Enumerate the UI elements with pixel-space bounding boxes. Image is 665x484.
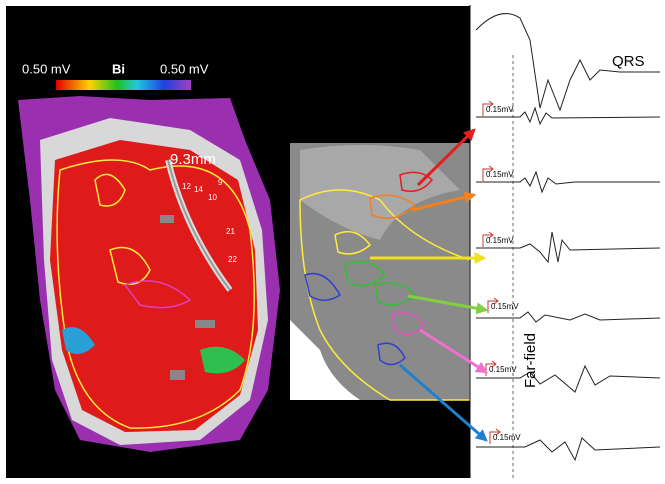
point-label: 10 bbox=[208, 193, 217, 202]
scale-label: 0.15mV bbox=[489, 365, 517, 374]
point-label: 22 bbox=[228, 255, 237, 264]
scale-label: 0.15mV bbox=[486, 236, 514, 245]
colorbar-max-label: 0.50 mV bbox=[160, 61, 209, 76]
scale-label: 0.15mV bbox=[486, 170, 514, 179]
colorbar-gradient bbox=[56, 80, 191, 90]
qrs-label: QRS bbox=[612, 53, 645, 70]
figure: 0.50 mV Bi 0.50 mV 9.3mm 12 14 9 10 21 2… bbox=[0, 0, 665, 484]
scale-label: 0.15mV bbox=[493, 433, 521, 442]
point-label: 14 bbox=[194, 185, 203, 194]
scale-label: 0.15mV bbox=[486, 105, 514, 114]
point-label: 21 bbox=[226, 227, 235, 236]
colorbar-title: Bi bbox=[112, 61, 125, 76]
trace-panel: QRS Far-field 0.15mV 0.15mV 0.15mV 0.15mV 0.… bbox=[470, 5, 660, 478]
point-label: 12 bbox=[182, 182, 191, 191]
inset-map bbox=[290, 143, 470, 400]
far-field-label: Far-field bbox=[522, 333, 539, 388]
point-label: 9 bbox=[218, 178, 223, 187]
distance-label: 9.3mm bbox=[170, 151, 216, 168]
scale-label: 0.15mV bbox=[491, 302, 519, 311]
colorbar-min-label: 0.50 mV bbox=[22, 61, 71, 76]
